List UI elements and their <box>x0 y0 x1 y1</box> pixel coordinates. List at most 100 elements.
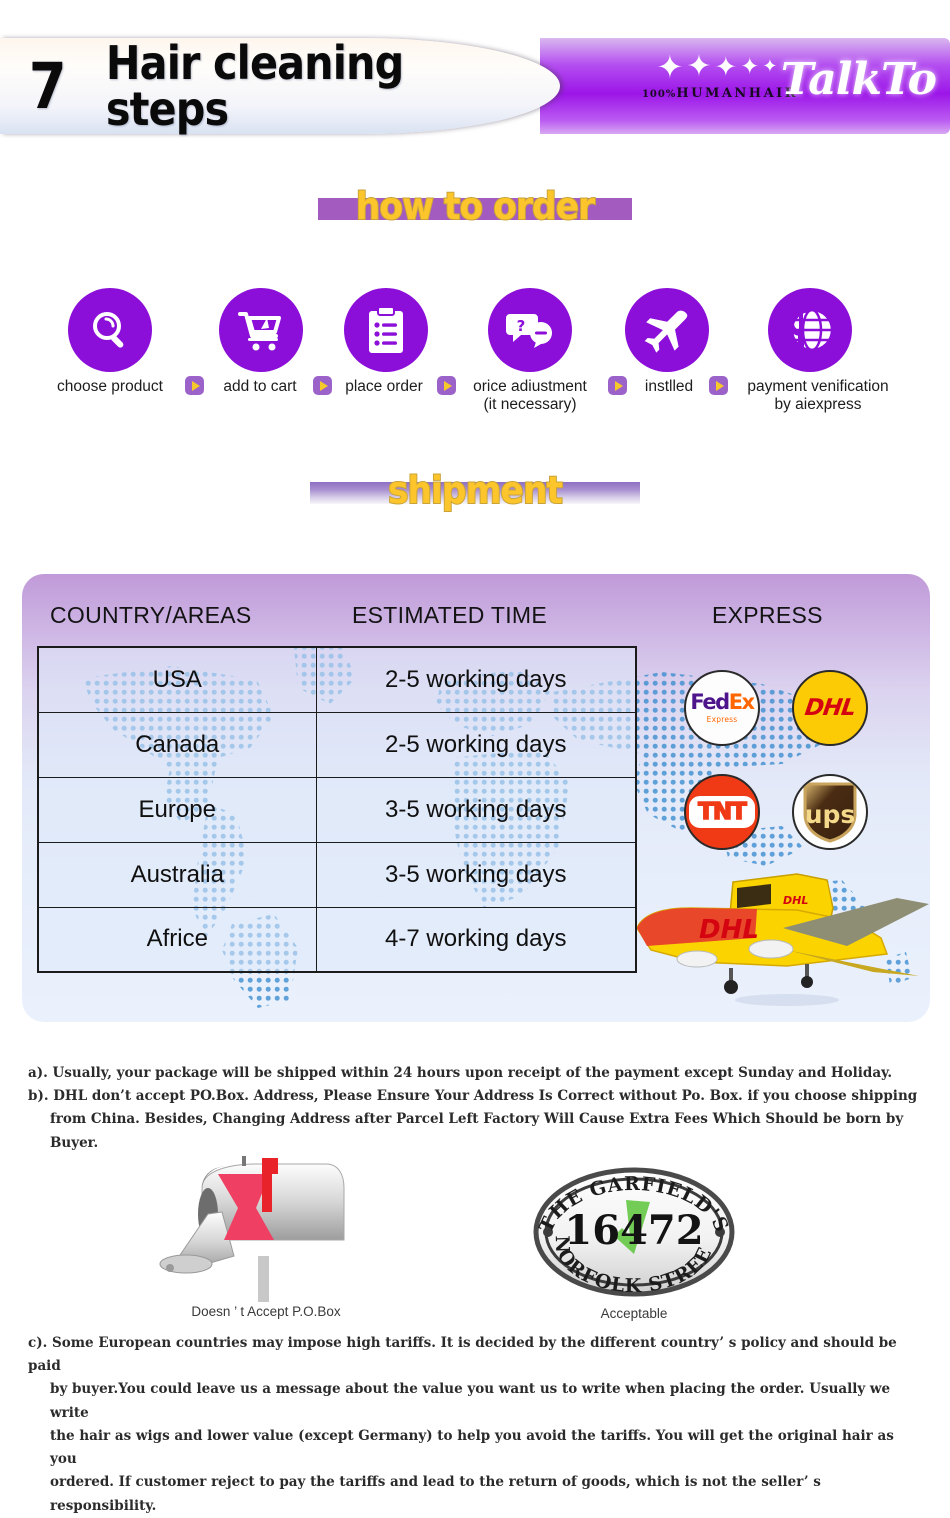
step-label-price-adjustment-line2: (it necessary) <box>483 396 577 413</box>
fedex-wordmark: FedEx <box>690 690 755 714</box>
order-steps: ? choose product <box>0 288 950 428</box>
step-arrow-icon <box>185 376 204 395</box>
cell-time: 3-5 working days <box>315 841 637 908</box>
stamp-number: 16472 <box>564 1207 703 1254</box>
step-label-payment-verification: payment venification by aiexpress <box>730 378 906 414</box>
step-arrow-icon <box>437 376 456 395</box>
ups-shield-icon: ups <box>803 782 857 843</box>
shipment-panel: COUNTRY/AREAS ESTIMATED TIME EXPRESS USA… <box>22 574 930 1022</box>
table-row: Europe 3-5 working days <box>37 776 637 843</box>
step-label-installed: instlled <box>644 378 694 395</box>
table-row: Australia 3-5 working days <box>37 841 637 908</box>
chat-bubbles-question-icon: ? <box>506 314 552 348</box>
step-arrow-icon <box>608 376 627 395</box>
fedex-subtitle: Express <box>706 715 738 724</box>
cell-country: Canada <box>37 711 317 778</box>
step-icon-price-adjustment[interactable]: ? <box>488 288 572 372</box>
shipment-table-headers: COUNTRY/AREAS ESTIMATED TIME EXPRESS <box>22 602 930 642</box>
heading-bar <box>310 482 640 504</box>
star-icon: ✦ <box>740 53 760 80</box>
step-label-payment-verification-line2: by aiexpress <box>774 396 862 413</box>
header-tagline-text: HUMANHAIR <box>676 86 799 101</box>
stamp-caption: Acceptable <box>600 1306 668 1321</box>
shipment-title: shipment <box>387 469 564 513</box>
how-to-order-title: how to order <box>355 185 596 229</box>
header-title-plate: 7 Hair cleaning steps <box>0 38 560 134</box>
column-header-estimated-time: ESTIMATED TIME <box>352 602 548 628</box>
clipboard-list-icon <box>369 306 403 353</box>
step-label-payment-verification-line1: payment venification <box>747 378 889 395</box>
step-icon-payment-verification[interactable] <box>768 288 852 372</box>
fedex-word-ex: Ex <box>728 690 755 714</box>
address-stamp-figure: THE GARFIELD'S NORFOLK STREET 16472 Acce… <box>490 1145 770 1334</box>
table-row: USA 2-5 working days <box>37 646 637 713</box>
svg-text:DHL: DHL <box>699 915 759 945</box>
star-icon: ✦ <box>656 48 684 86</box>
carrier-logo-dhl: DHL <box>792 670 868 746</box>
carrier-logo-ups: ups <box>792 774 868 850</box>
note-b-line2: from China. Besides, Changing Address af… <box>50 1111 904 1151</box>
carrier-logo-tnt: TNT <box>684 774 760 850</box>
star-icon: ✦ <box>686 49 712 84</box>
page-title: Hair cleaning steps <box>105 36 404 136</box>
magnifier-icon <box>93 312 124 348</box>
step-icon-installed[interactable] <box>625 288 709 372</box>
step-label-price-adjustment: orice adiustment (it necessary) <box>456 378 604 414</box>
globe-dollar-icon <box>787 307 834 352</box>
garfield-address-plaque-icon: THE GARFIELD'S NORFOLK STREET 16472 <box>490 1145 735 1297</box>
note-c-line4: ordered. If customer reject to pay the t… <box>50 1474 821 1514</box>
mailbox-no-po-box-icon <box>159 1156 345 1302</box>
cell-country: Australia <box>37 841 317 908</box>
table-row: Africe 4-7 working days <box>37 906 637 973</box>
how-to-order-heading: how to order <box>0 185 950 229</box>
airplane-icon <box>644 310 688 353</box>
header-tagline-pct: 100% <box>641 89 677 100</box>
star-icon: ✦ <box>762 56 778 77</box>
step-icon-add-to-cart[interactable] <box>219 288 303 372</box>
page-header: ✦ ✦ ✦ ✦ ✦ 100%HUMANHAIR TalkTo 7 Hair cl… <box>0 38 950 134</box>
step-label-add-to-cart: add to cart <box>223 378 297 395</box>
step-label-choose-product: choose product <box>57 378 163 395</box>
shopping-cart-icon <box>238 312 281 351</box>
tnt-wordmark: TNT <box>689 796 755 828</box>
order-step-icons: ? <box>0 288 950 372</box>
table-row: Canada 2-5 working days <box>37 711 637 778</box>
cell-time: 2-5 working days <box>315 646 637 713</box>
ups-wordmark: ups <box>805 800 856 829</box>
star-icon: ✦ <box>714 51 738 83</box>
shipping-notes-ab: a). Usually, your package will be shippe… <box>28 1062 922 1155</box>
cell-country: Africe <box>37 906 317 973</box>
shipping-notes-c: c). Some European countries may impose h… <box>28 1332 922 1518</box>
column-header-express: EXPRESS <box>712 602 823 628</box>
shipment-table: USA 2-5 working days Canada 2-5 working … <box>37 646 637 973</box>
note-c-line2: by buyer.You could leave us a message ab… <box>50 1381 891 1421</box>
note-a: a). Usually, your package will be shippe… <box>28 1065 893 1081</box>
fedex-word-fed: Fed <box>690 690 730 714</box>
stars-rating: ✦ ✦ ✦ ✦ ✦ <box>587 50 847 84</box>
header-tagline: 100%HUMANHAIR <box>580 86 860 101</box>
dhl-airplane-icon: DHL <box>637 898 929 1006</box>
column-header-country: COUNTRY/AREAS <box>50 602 252 628</box>
mailbox-caption: Doesn ’ t Accept P.O.Box <box>191 1304 341 1319</box>
step-label-place-order: place order <box>345 378 423 395</box>
dhl-wordmark: DHL <box>803 695 857 721</box>
note-c-line3: the hair as wigs and lower value (except… <box>50 1427 894 1468</box>
step-icon-place-order[interactable] <box>344 288 428 372</box>
cell-time: 2-5 working days <box>315 711 637 778</box>
cell-country: Europe <box>37 776 317 843</box>
svg-text:?: ? <box>517 317 526 335</box>
shipment-heading: shipment <box>0 469 950 513</box>
carrier-logo-fedex: FedEx Express <box>684 670 760 746</box>
note-c-line1: c). Some European countries may impose h… <box>28 1335 897 1375</box>
step-arrow-icon <box>709 376 728 395</box>
step-icon-choose-product[interactable] <box>68 288 152 372</box>
brand-logo: TalkTo <box>780 54 937 105</box>
step-label-price-adjustment-line1: orice adiustment <box>473 378 587 395</box>
cell-time: 4-7 working days <box>315 906 637 973</box>
step-arrow-icon <box>313 376 332 395</box>
heading-bar <box>318 198 632 220</box>
cell-time: 3-5 working days <box>315 776 637 843</box>
note-b-line1: b). DHL don’t accept PO.Box. Address, Pl… <box>28 1088 918 1105</box>
header-brand-band: ✦ ✦ ✦ ✦ ✦ 100%HUMANHAIR TalkTo <box>540 38 950 134</box>
mailbox-figure: Doesn ’ t Accept P.O.Box <box>130 1152 402 1332</box>
